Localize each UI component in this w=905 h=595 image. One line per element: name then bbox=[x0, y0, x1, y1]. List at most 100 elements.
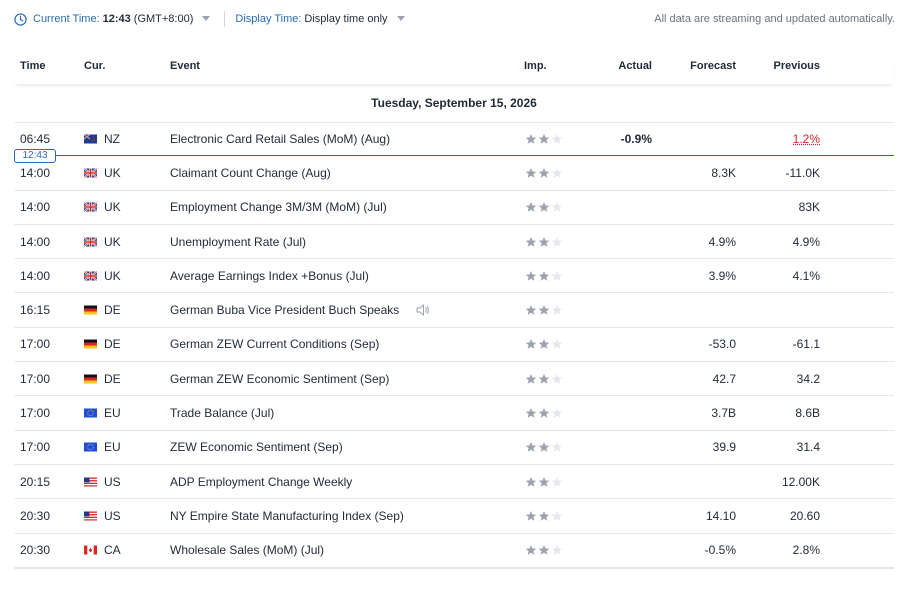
current-time-selector[interactable]: Current Time: 12:43 (GMT+8:00) bbox=[14, 12, 211, 26]
star-icon bbox=[525, 442, 537, 453]
column-header-currency: Cur. bbox=[84, 60, 106, 72]
ca-flag-icon bbox=[84, 545, 97, 555]
event-row[interactable]: 14:00 UK Claimant Count Change (Aug) 8.3K -1… bbox=[14, 156, 894, 191]
eu-flag-icon bbox=[84, 442, 97, 452]
star-icon bbox=[525, 476, 537, 487]
event-name-cell[interactable]: Average Earnings Index +Bonus (Jul) bbox=[170, 269, 369, 283]
star-icon bbox=[525, 305, 537, 315]
event-row[interactable]: 20:15 US ADP Employment Change Weekly 12.00… bbox=[14, 465, 894, 500]
event-name[interactable]: Employment Change 3M/3M (MoM) (Jul) bbox=[170, 200, 387, 215]
event-forecast: 3.7B bbox=[711, 406, 736, 421]
event-previous: -11.0K bbox=[785, 165, 820, 180]
event-row[interactable]: 17:00 DE German ZEW Current Conditions (Se… bbox=[14, 328, 894, 363]
event-name-cell[interactable]: NY Empire State Manufacturing Index (Sep… bbox=[170, 509, 404, 523]
current-time-line bbox=[14, 155, 894, 156]
star-icon bbox=[538, 408, 550, 418]
star-icon bbox=[551, 339, 563, 350]
current-time-label: Current Time: bbox=[33, 13, 100, 25]
event-previous: 2.8% bbox=[792, 543, 820, 558]
event-name[interactable]: German ZEW Economic Sentiment (Sep) bbox=[170, 371, 390, 386]
event-previous: -61.1 bbox=[792, 337, 820, 352]
event-time: 20:30 bbox=[20, 543, 51, 558]
importance-rating bbox=[525, 339, 564, 350]
event-name-cell[interactable]: ZEW Economic Sentiment (Sep) bbox=[170, 440, 343, 454]
event-forecast: 14.10 bbox=[705, 508, 736, 523]
event-forecast: 8.3K bbox=[711, 165, 736, 180]
uk-flag-icon bbox=[84, 237, 97, 247]
event-name-cell[interactable]: Trade Balance (Jul) bbox=[170, 406, 274, 420]
event-name[interactable]: German ZEW Current Conditions (Sep) bbox=[170, 337, 380, 352]
chevron-down-icon bbox=[202, 16, 211, 21]
event-name[interactable]: German Buba Vice President Buch Speaks bbox=[170, 303, 400, 318]
event-time: 20:15 bbox=[20, 474, 51, 489]
star-icon bbox=[525, 202, 537, 213]
event-time: 17:00 bbox=[20, 337, 51, 352]
event-name-cell[interactable]: German Buba Vice President Buch Speaks bbox=[170, 303, 430, 317]
event-name[interactable]: Electronic Card Retail Sales (MoM) (Aug) bbox=[170, 131, 391, 146]
uk-flag-icon bbox=[84, 202, 97, 212]
event-row[interactable]: 17:00 DE German ZEW Economic Sentiment (Se… bbox=[14, 362, 894, 397]
event-name[interactable]: Trade Balance (Jul) bbox=[170, 406, 275, 421]
importance-rating bbox=[525, 133, 564, 144]
display-time-selector[interactable]: Display Time: Display time only bbox=[235, 13, 405, 25]
event-name[interactable]: Unemployment Rate (Jul) bbox=[170, 234, 307, 249]
event-forecast: -53.0 bbox=[708, 337, 736, 352]
display-time-value: Display time only bbox=[304, 13, 388, 25]
event-currency: EU bbox=[104, 406, 121, 421]
star-icon bbox=[551, 408, 563, 418]
event-name-cell[interactable]: German ZEW Current Conditions (Sep) bbox=[170, 337, 379, 351]
event-forecast: 39.9 bbox=[712, 440, 736, 455]
de-flag-icon bbox=[84, 374, 97, 384]
event-name[interactable]: Claimant Count Change (Aug) bbox=[170, 165, 331, 180]
streaming-note: All data are streaming and updated autom… bbox=[654, 13, 895, 25]
event-row[interactable]: 20:30 CA Wholesale Sales (MoM) (Jul) -0.5% 2… bbox=[14, 534, 894, 568]
event-previous: 34.2 bbox=[796, 371, 820, 386]
event-name[interactable]: Average Earnings Index +Bonus (Jul) bbox=[170, 268, 369, 283]
importance-rating bbox=[525, 545, 564, 556]
event-row[interactable]: 06:45 NZ Electronic Card Retail Sales (MoM… bbox=[14, 122, 894, 157]
event-previous: 4.9% bbox=[792, 234, 820, 249]
star-icon bbox=[551, 202, 563, 213]
column-header-actual: Actual bbox=[618, 60, 652, 72]
event-name-cell[interactable]: Wholesale Sales (MoM) (Jul) bbox=[170, 543, 324, 557]
speaker-icon bbox=[416, 304, 430, 317]
event-previous: 12.00K bbox=[781, 474, 820, 489]
uk-flag-icon bbox=[84, 168, 97, 178]
us-flag-icon bbox=[84, 477, 97, 487]
de-flag-icon bbox=[84, 339, 97, 349]
importance-rating bbox=[525, 167, 564, 178]
event-name-cell[interactable]: German ZEW Economic Sentiment (Sep) bbox=[170, 372, 389, 386]
event-name[interactable]: ZEW Economic Sentiment (Sep) bbox=[170, 440, 343, 455]
event-name[interactable]: ADP Employment Change Weekly bbox=[170, 474, 353, 489]
event-name-cell[interactable]: Claimant Count Change (Aug) bbox=[170, 166, 331, 180]
event-row[interactable]: 14:00 UK Unemployment Rate (Jul) 4.9% 4.9% bbox=[14, 225, 894, 260]
clock-icon bbox=[14, 12, 27, 26]
event-row[interactable]: 20:30 US NY Empire State Manufacturing Ind… bbox=[14, 499, 894, 534]
event-name[interactable]: Wholesale Sales (MoM) (Jul) bbox=[170, 543, 325, 558]
event-previous[interactable]: 1.2% bbox=[792, 131, 820, 146]
event-currency: US bbox=[104, 508, 121, 523]
event-row[interactable]: 16:15 DE German Buba Vice President Buch S… bbox=[14, 293, 894, 328]
event-row[interactable]: 17:00 EU ZEW Economic Sentiment (Sep) 39.9 3… bbox=[14, 431, 894, 465]
event-name-cell[interactable]: ADP Employment Change Weekly bbox=[170, 475, 352, 489]
event-name-cell[interactable]: Unemployment Rate (Jul) bbox=[170, 235, 306, 249]
star-icon bbox=[538, 510, 550, 521]
event-time: 06:45 bbox=[20, 131, 51, 146]
event-name-cell[interactable]: Electronic Card Retail Sales (MoM) (Aug) bbox=[170, 132, 390, 146]
event-forecast: 4.9% bbox=[708, 234, 736, 249]
event-currency: EU bbox=[104, 440, 121, 455]
star-icon bbox=[551, 476, 563, 487]
event-row[interactable]: 17:00 EU Trade Balance (Jul) 3.7B 8.6B bbox=[14, 396, 894, 431]
star-icon bbox=[525, 510, 537, 521]
event-name[interactable]: NY Empire State Manufacturing Index (Sep… bbox=[170, 508, 404, 523]
event-name-cell[interactable]: Employment Change 3M/3M (MoM) (Jul) bbox=[170, 200, 387, 214]
event-row[interactable]: 14:00 UK Employment Change 3M/3M (MoM) (Ju… bbox=[14, 191, 894, 225]
event-row[interactable]: 14:00 UK Average Earnings Index +Bonus (Ju… bbox=[14, 259, 894, 294]
importance-rating bbox=[525, 373, 564, 384]
importance-rating bbox=[525, 270, 564, 281]
current-time-value: 12:43 bbox=[102, 13, 131, 25]
current-time-zone: (GMT+8:00) bbox=[133, 13, 194, 25]
current-time-badge: 12:43 bbox=[14, 149, 56, 163]
event-forecast: -0.5% bbox=[704, 543, 736, 558]
day-header: Tuesday, September 15, 2026 bbox=[14, 90, 894, 123]
